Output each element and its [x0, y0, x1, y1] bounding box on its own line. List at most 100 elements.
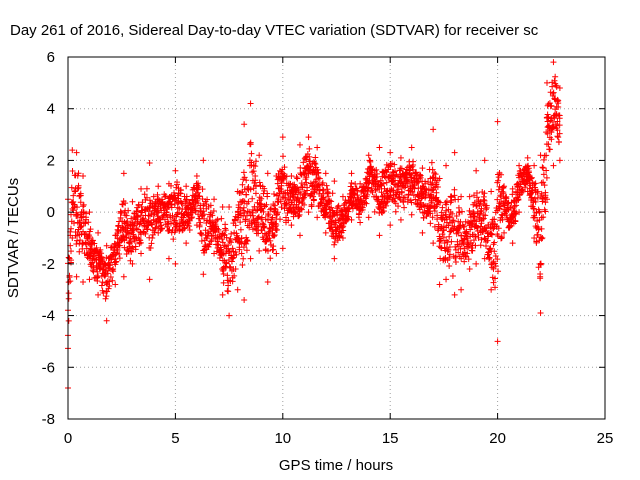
data-point [543, 167, 550, 174]
data-point [95, 229, 102, 236]
data-point [354, 192, 361, 199]
data-point [469, 220, 476, 227]
data-point [470, 192, 477, 199]
data-point [492, 263, 499, 270]
data-point [272, 223, 279, 230]
data-point [256, 247, 263, 254]
data-point [458, 208, 465, 215]
data-point [315, 169, 322, 176]
data-point [234, 232, 241, 239]
data-point [555, 138, 562, 145]
data-point [409, 188, 416, 195]
data-point [331, 238, 338, 245]
data-point [123, 234, 130, 241]
data-point [129, 198, 136, 205]
data-point [168, 204, 175, 211]
data-point [294, 175, 301, 182]
data-point [531, 214, 538, 221]
data-point [172, 167, 179, 174]
data-point [319, 181, 326, 188]
data-point [263, 201, 270, 208]
data-point [301, 201, 308, 208]
data-point [142, 230, 149, 237]
data-point [141, 191, 148, 198]
data-point [94, 268, 101, 275]
data-point [485, 251, 492, 258]
data-point [466, 193, 473, 200]
data-point [86, 234, 93, 241]
data-point [303, 156, 310, 163]
data-point [540, 164, 547, 171]
data-point [90, 264, 97, 271]
data-point [544, 196, 551, 203]
data-point [258, 195, 265, 202]
data-point [397, 154, 404, 161]
data-point [73, 241, 80, 248]
data-point [152, 225, 159, 232]
data-point [395, 186, 402, 193]
data-point [314, 214, 321, 221]
data-point [225, 257, 232, 264]
data-point [436, 175, 443, 182]
data-point [219, 203, 226, 210]
data-point [531, 162, 538, 169]
data-point [398, 165, 405, 172]
data-point [437, 237, 444, 244]
data-point [465, 243, 472, 250]
data-point [474, 224, 481, 231]
data-point [404, 198, 411, 205]
data-point [98, 250, 105, 257]
data-point [382, 174, 389, 181]
data-point [97, 246, 104, 253]
data-point [103, 242, 110, 249]
data-point [214, 216, 221, 223]
data-point [380, 208, 387, 215]
data-points [65, 59, 563, 391]
data-point [131, 222, 138, 229]
data-point [451, 192, 458, 199]
data-point [240, 204, 247, 211]
data-point [98, 282, 105, 289]
data-point [331, 255, 338, 262]
data-point [290, 213, 297, 220]
y-tick-label: 4 [47, 101, 55, 118]
data-point [144, 226, 151, 233]
data-point [214, 245, 221, 252]
data-point [120, 273, 127, 280]
data-point [70, 192, 77, 199]
data-point [89, 267, 96, 274]
data-point [186, 226, 193, 233]
y-tick-label: 0 [47, 204, 55, 221]
data-point [451, 291, 458, 298]
data-point [123, 212, 130, 219]
data-point [461, 258, 468, 265]
data-point [433, 194, 440, 201]
data-point [155, 209, 162, 216]
data-point [539, 198, 546, 205]
data-point [261, 185, 268, 192]
data-point [243, 234, 250, 241]
data-point [243, 237, 250, 244]
data-point [165, 228, 172, 235]
data-point [513, 202, 520, 209]
data-point [357, 180, 364, 187]
data-point [481, 190, 488, 197]
data-point [74, 204, 81, 211]
data-point [496, 183, 503, 190]
data-point [220, 279, 227, 286]
data-point [373, 193, 380, 200]
data-point [334, 237, 341, 244]
data-point [112, 232, 119, 239]
data-point [68, 211, 75, 218]
data-point [157, 219, 164, 226]
data-point [246, 224, 253, 231]
data-point [392, 195, 399, 202]
data-point [355, 210, 362, 217]
data-point [351, 190, 358, 197]
data-point [440, 234, 447, 241]
data-point [530, 205, 537, 212]
data-point [300, 159, 307, 166]
data-point [103, 293, 110, 300]
data-point [308, 203, 315, 210]
data-point [160, 212, 167, 219]
